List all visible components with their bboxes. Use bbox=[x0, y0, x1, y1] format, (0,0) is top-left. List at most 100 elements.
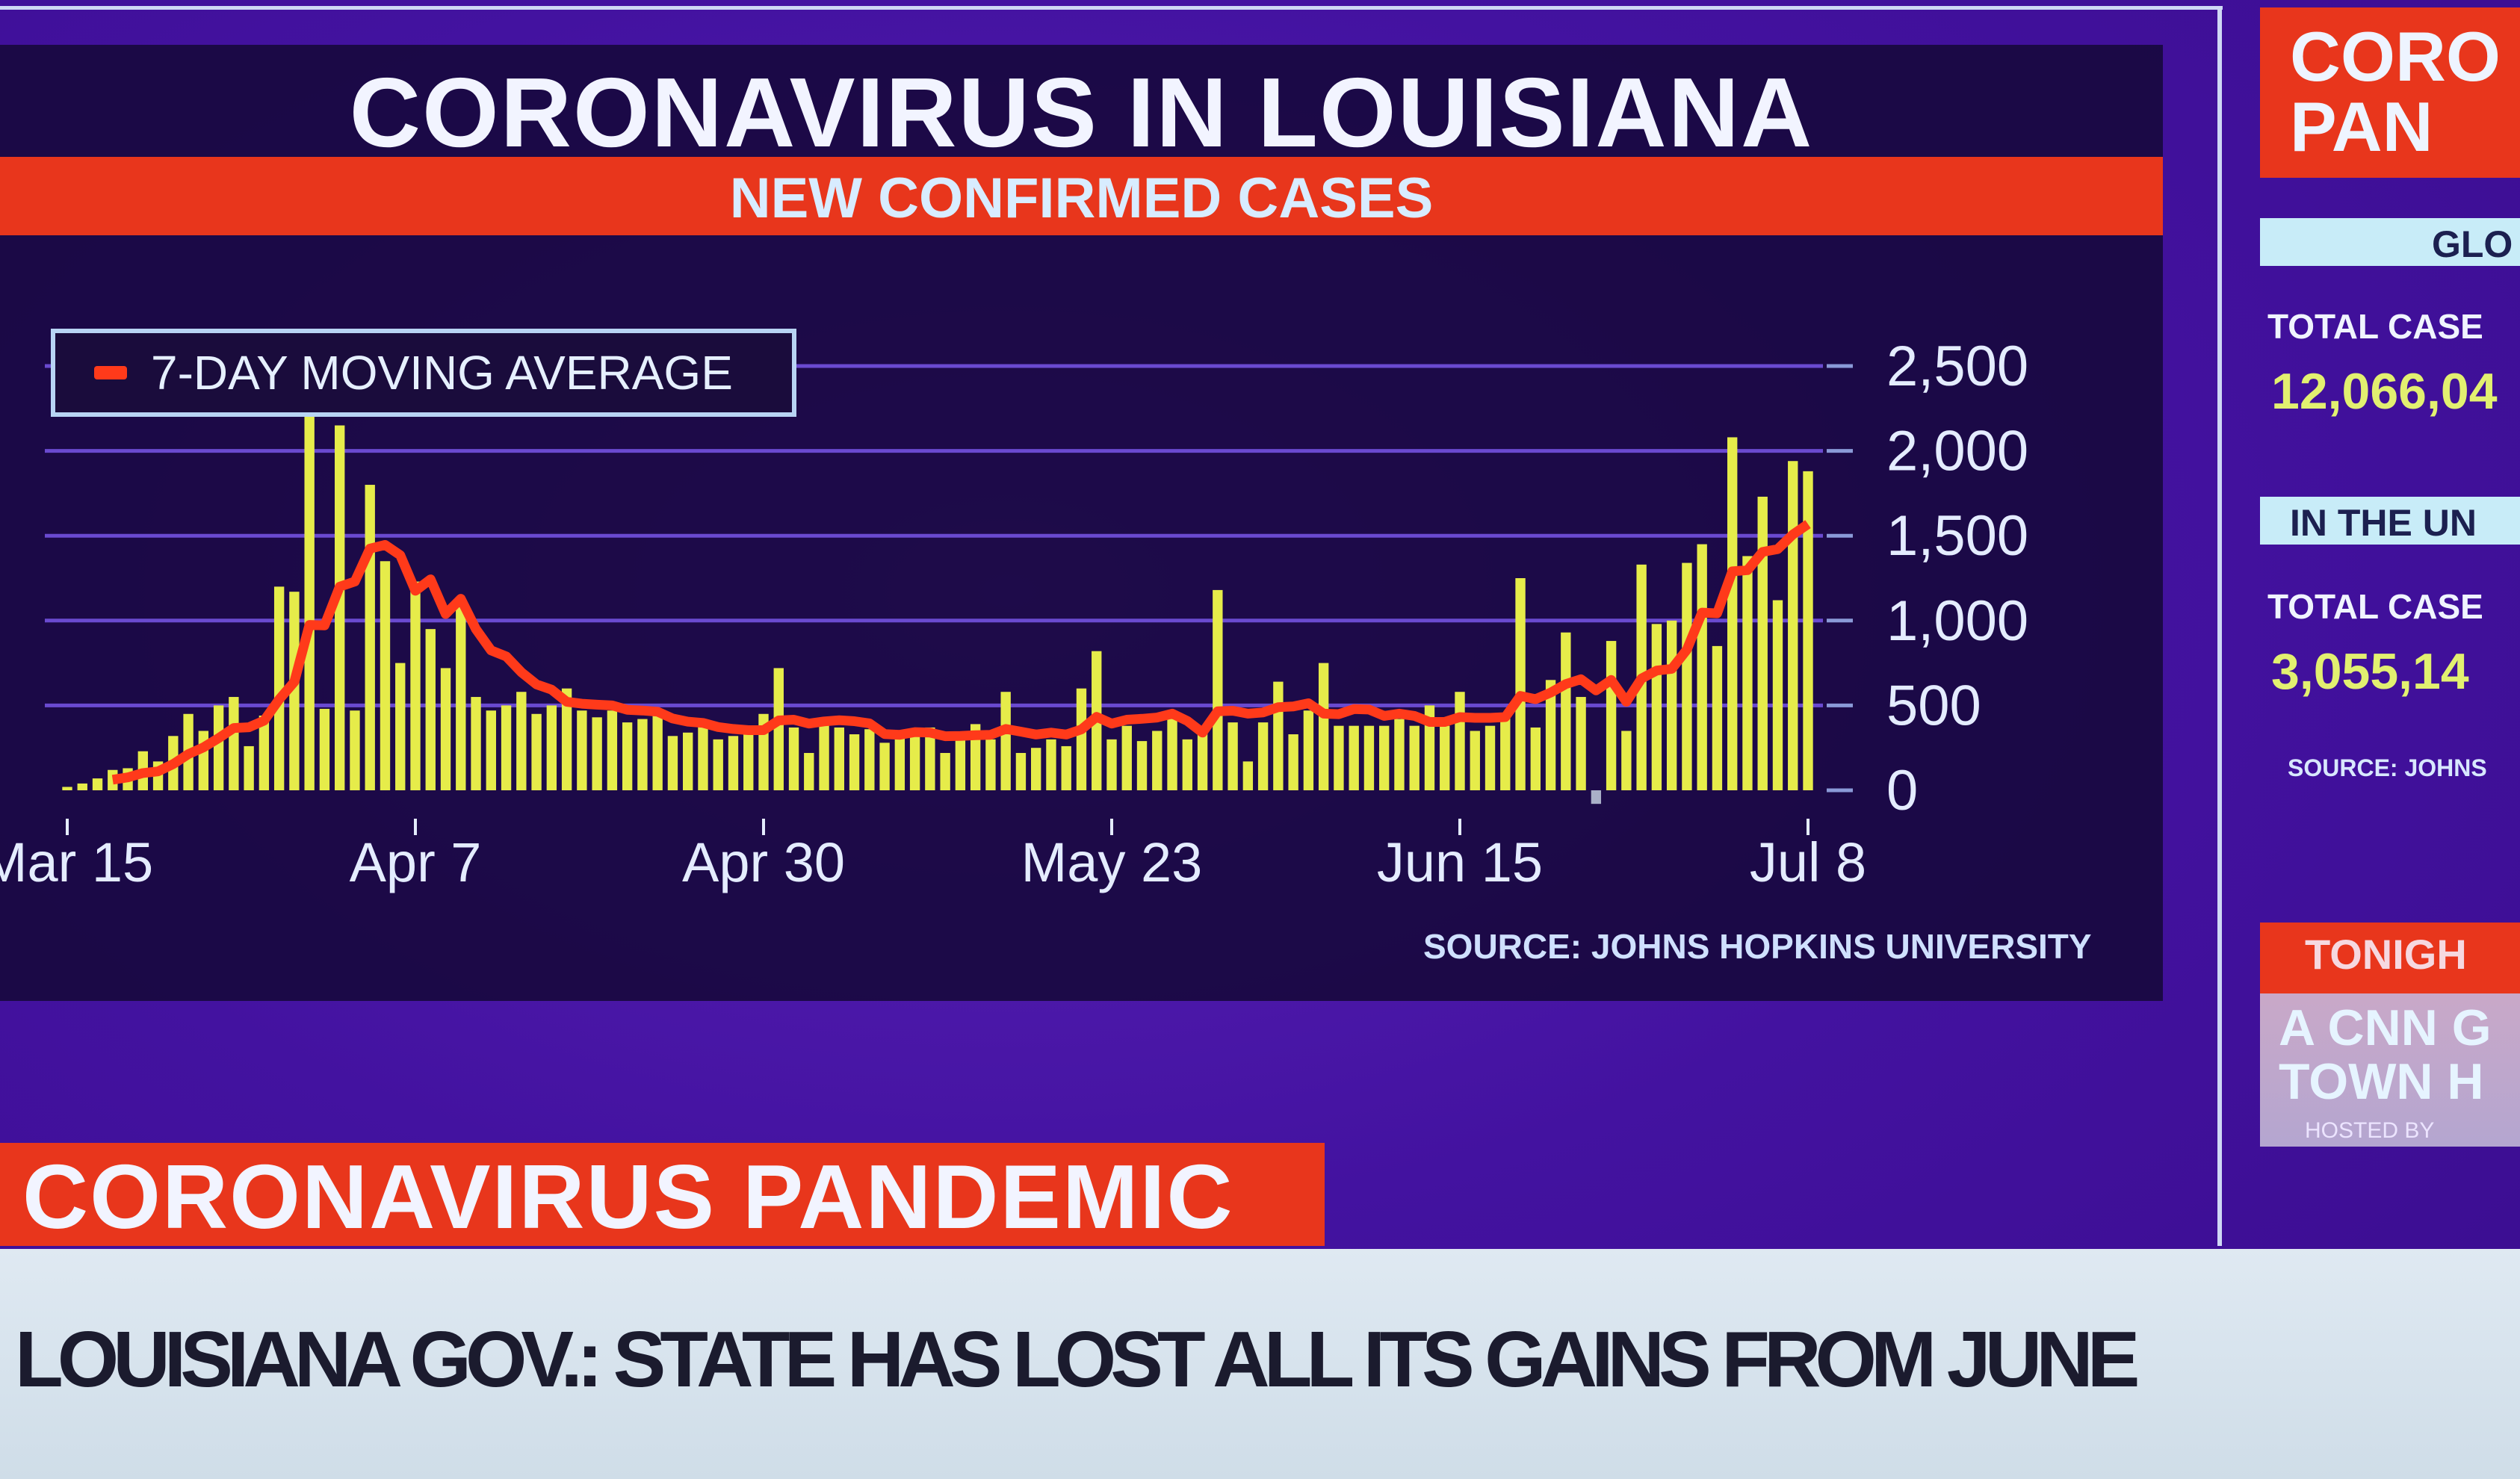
bar bbox=[501, 705, 512, 790]
bar bbox=[1697, 544, 1707, 790]
bar bbox=[350, 710, 360, 790]
side-title-line2: PAN bbox=[2290, 87, 2433, 166]
bar bbox=[229, 697, 239, 790]
bar bbox=[985, 739, 996, 790]
bar bbox=[410, 581, 421, 790]
bar bbox=[622, 722, 633, 790]
bars bbox=[62, 332, 1813, 804]
bar bbox=[546, 705, 557, 790]
bar bbox=[849, 734, 860, 790]
y-tick-label: 1,500 bbox=[1886, 504, 2028, 568]
bar bbox=[1500, 713, 1511, 790]
bar bbox=[1455, 692, 1465, 790]
y-tick-label: 1,000 bbox=[1886, 589, 2028, 653]
bar bbox=[456, 604, 466, 790]
promo-line2: TOWN H bbox=[2279, 1053, 2484, 1110]
bar bbox=[1470, 731, 1480, 790]
side-title-line1: CORO bbox=[2290, 17, 2501, 96]
bar bbox=[1121, 725, 1132, 790]
bar bbox=[1545, 680, 1556, 790]
bar bbox=[1576, 697, 1586, 790]
panel-divider bbox=[2217, 6, 2222, 1246]
bar bbox=[395, 663, 406, 790]
bar bbox=[1788, 461, 1798, 790]
promo-small: HOSTED BY bbox=[2305, 1118, 2435, 1143]
bar bbox=[1803, 471, 1813, 790]
y-tick-label: 2,500 bbox=[1886, 335, 2028, 398]
bar bbox=[1485, 725, 1496, 790]
bar bbox=[970, 724, 981, 790]
bar bbox=[244, 745, 254, 790]
bar bbox=[1591, 790, 1602, 804]
bar bbox=[213, 705, 224, 790]
bar bbox=[1046, 739, 1056, 790]
y-tick-label: 2,000 bbox=[1886, 420, 2028, 483]
promo-top: TONIGH bbox=[2305, 931, 2467, 978]
x-tick-label: Jun 15 bbox=[1377, 831, 1543, 893]
side-source: SOURCE: JOHNS bbox=[2288, 754, 2487, 781]
global-total: 12,066,04 bbox=[2271, 363, 2498, 420]
us-total-label: TOTAL CASE bbox=[2267, 587, 2483, 626]
bar bbox=[909, 734, 920, 790]
bar bbox=[335, 425, 345, 790]
bar bbox=[1242, 761, 1254, 790]
bar bbox=[1742, 556, 1753, 790]
cases-chart: 2,500 2,000 1,500 1,000 500 0 Mar 15 Apr 7 Apr … bbox=[0, 332, 2028, 893]
bar bbox=[1000, 692, 1011, 790]
bar bbox=[1682, 562, 1692, 790]
bar bbox=[92, 778, 103, 790]
bar bbox=[516, 692, 527, 790]
top-border bbox=[0, 6, 2223, 10]
bar bbox=[1273, 681, 1284, 790]
bar bbox=[834, 727, 844, 790]
bar bbox=[1606, 641, 1617, 790]
y-tick-label: 0 bbox=[1886, 759, 1918, 822]
bar bbox=[1515, 578, 1526, 790]
bar bbox=[894, 732, 905, 790]
bar bbox=[1712, 645, 1723, 790]
x-tick-label: Jul 8 bbox=[1750, 831, 1866, 893]
chart-legend: 7-DAY MOVING AVERAGE bbox=[51, 329, 796, 417]
headline-bar bbox=[0, 1249, 2520, 1479]
bar bbox=[804, 753, 814, 790]
promo-line1: A CNN G bbox=[2279, 999, 2492, 1056]
global-label: GLO bbox=[2432, 223, 2513, 265]
bar bbox=[683, 732, 693, 790]
promo-box: TONIGH A CNN G TOWN H HOSTED BY bbox=[2260, 923, 2520, 1147]
side-title-box: CORO PAN bbox=[2260, 7, 2520, 178]
bar bbox=[319, 708, 330, 790]
moving-average-line bbox=[111, 520, 1811, 785]
bar bbox=[864, 729, 875, 790]
chart-source: SOURCE: JOHNS HOPKINS UNIVERSITY bbox=[1423, 927, 2092, 966]
bar bbox=[1530, 727, 1541, 790]
y-ticks: 2,500 2,000 1,500 1,000 500 0 bbox=[1827, 335, 2028, 822]
bar bbox=[652, 713, 663, 790]
us-label: IN THE UN bbox=[2290, 502, 2477, 544]
global-total-label: TOTAL CASE bbox=[2267, 307, 2483, 346]
x-tick-label: May 23 bbox=[1021, 831, 1203, 893]
bar bbox=[1288, 734, 1298, 790]
bar bbox=[365, 485, 375, 790]
bar bbox=[1182, 739, 1192, 790]
bar bbox=[1257, 722, 1269, 790]
bar bbox=[561, 688, 572, 790]
ticker-label-bar bbox=[0, 1143, 1325, 1246]
bar bbox=[743, 727, 754, 790]
bar bbox=[289, 592, 300, 790]
x-tick-label: Apr 30 bbox=[682, 831, 845, 893]
x-tick-label: Mar 15 bbox=[0, 831, 153, 893]
bar bbox=[1409, 725, 1420, 790]
us-header: IN THE UN bbox=[2260, 497, 2520, 545]
x-tick-label: Apr 7 bbox=[350, 831, 482, 893]
bar bbox=[1303, 710, 1314, 790]
us-total: 3,055,14 bbox=[2271, 643, 2469, 700]
bar bbox=[1318, 663, 1329, 790]
legend-swatch-icon bbox=[94, 366, 127, 379]
bar bbox=[1651, 624, 1662, 790]
bar bbox=[273, 586, 285, 790]
bar bbox=[1152, 731, 1163, 790]
bar bbox=[667, 736, 678, 790]
bar bbox=[1379, 725, 1390, 790]
bar bbox=[1440, 725, 1450, 790]
bar bbox=[1136, 741, 1148, 790]
